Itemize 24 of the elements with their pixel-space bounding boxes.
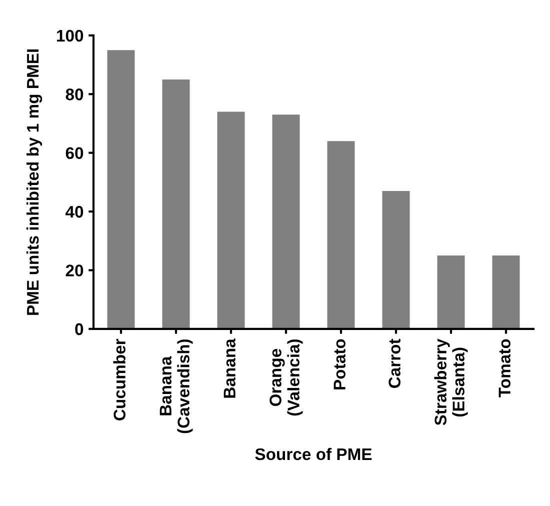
bar	[162, 79, 190, 329]
bar	[492, 256, 520, 329]
bar	[437, 256, 465, 329]
y-tick-label: 100	[57, 30, 84, 42]
bar	[217, 112, 245, 329]
x-tick-label: Potato	[334, 339, 346, 390]
y-tick-label: 60	[66, 147, 84, 160]
x-axis-title: Source of PME	[255, 448, 372, 460]
x-tick-label: Strawberry (Elsanta)	[434, 338, 468, 426]
bar	[272, 114, 300, 329]
x-tick-label: Cucumber	[113, 338, 126, 420]
x-tick-label: Orange (Valencia)	[270, 339, 303, 416]
y-tick-label: 20	[66, 264, 84, 276]
y-tick-label: 80	[66, 88, 84, 100]
x-tick-label: Banana	[224, 338, 236, 398]
y-tick-label: 0	[75, 323, 84, 336]
x-tick-label: Carrot	[388, 338, 400, 388]
x-tick-label: Tomato	[498, 339, 510, 398]
bar	[327, 141, 355, 329]
x-tick-label: Banana (Cavendish)	[160, 339, 193, 434]
y-tick-label: 40	[65, 206, 84, 218]
bar	[382, 190, 410, 329]
y-axis-title: PME units inhibited by 1 mg PMEI	[26, 49, 42, 315]
bar	[107, 50, 135, 329]
